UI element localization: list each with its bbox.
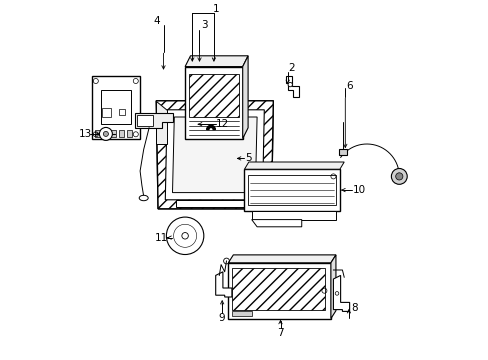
Ellipse shape	[139, 195, 148, 201]
Text: 13: 13	[79, 129, 92, 139]
Bar	[185, 67, 242, 139]
Polygon shape	[242, 56, 247, 139]
Circle shape	[287, 82, 292, 87]
Bar	[126, 130, 132, 137]
Circle shape	[395, 173, 402, 180]
Text: 4: 4	[153, 16, 159, 26]
Bar	[91, 76, 140, 139]
Circle shape	[390, 168, 407, 184]
Bar	[111, 130, 116, 137]
Bar	[102, 108, 111, 117]
Text: 9: 9	[219, 312, 225, 323]
Text: 8: 8	[351, 303, 357, 313]
Bar	[244, 169, 339, 211]
Polygon shape	[330, 255, 335, 319]
Polygon shape	[172, 117, 257, 193]
Polygon shape	[333, 275, 349, 311]
Text: 6: 6	[346, 81, 352, 91]
Bar	[119, 130, 124, 137]
Polygon shape	[251, 211, 336, 220]
Bar	[103, 130, 108, 137]
Text: 12: 12	[216, 119, 229, 129]
Polygon shape	[244, 162, 344, 169]
Bar	[136, 115, 152, 126]
Polygon shape	[215, 272, 231, 297]
Circle shape	[182, 233, 188, 239]
Bar	[231, 311, 251, 316]
Polygon shape	[228, 255, 335, 263]
Polygon shape	[185, 56, 247, 67]
Polygon shape	[156, 101, 273, 209]
Bar	[101, 90, 131, 124]
Text: 3: 3	[201, 20, 208, 30]
Text: 1: 1	[212, 4, 219, 14]
Polygon shape	[165, 110, 264, 200]
Text: 5: 5	[244, 153, 251, 163]
Bar	[95, 130, 101, 137]
Bar	[338, 149, 346, 155]
Wedge shape	[206, 125, 215, 130]
Bar	[188, 74, 239, 117]
Text: 10: 10	[352, 185, 365, 195]
Polygon shape	[156, 101, 273, 209]
Polygon shape	[156, 101, 167, 144]
Circle shape	[103, 131, 108, 136]
Polygon shape	[176, 200, 251, 207]
Bar	[228, 263, 330, 319]
Polygon shape	[251, 220, 301, 227]
Text: 7: 7	[277, 328, 283, 338]
Polygon shape	[134, 113, 172, 128]
Bar	[247, 175, 336, 205]
Text: 11: 11	[155, 233, 168, 243]
Bar	[118, 109, 125, 115]
Polygon shape	[285, 76, 298, 97]
Circle shape	[99, 127, 112, 140]
Text: 2: 2	[288, 63, 295, 73]
Bar	[231, 268, 325, 310]
